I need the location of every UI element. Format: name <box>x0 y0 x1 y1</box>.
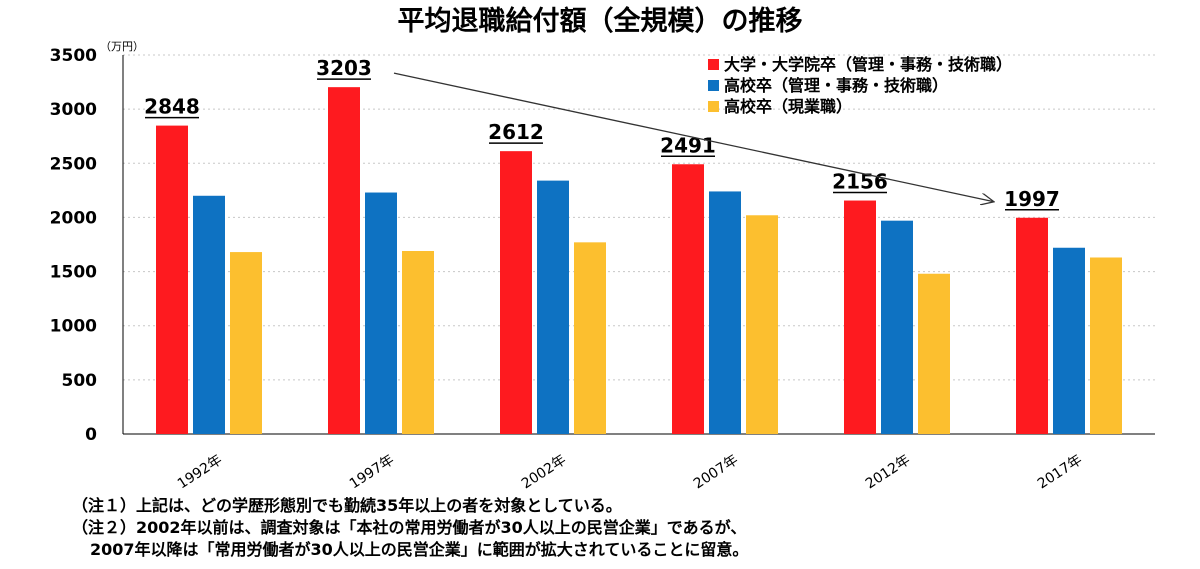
y-tick-label: 3500 <box>50 46 97 66</box>
legend-label: 高校卒（現業職） <box>724 97 852 116</box>
bar <box>156 125 188 434</box>
bar <box>672 164 704 434</box>
bar <box>881 220 913 434</box>
y-tick-label: 500 <box>62 371 98 391</box>
bar <box>574 242 606 434</box>
bars <box>156 87 1122 434</box>
bar <box>193 195 225 434</box>
x-tick-label: 1997年 <box>347 452 397 490</box>
bar <box>844 200 876 434</box>
bar <box>746 215 778 434</box>
y-tick-label: 3000 <box>50 100 97 120</box>
legend-swatch <box>708 101 719 112</box>
bar <box>1016 217 1048 434</box>
y-tick-label: 2000 <box>50 208 97 228</box>
data-label: 2491 <box>660 133 716 157</box>
x-tick-label: 2017年 <box>1035 452 1085 490</box>
bar <box>230 252 262 434</box>
y-tick-label: 1000 <box>50 317 97 337</box>
x-tick-label: 1992年 <box>175 452 225 490</box>
bar <box>918 273 950 434</box>
x-tick-label: 2007年 <box>691 452 741 490</box>
x-axis-ticks: 1992年 1997年 2002年 2007年 2012年 2017年 <box>175 452 1085 490</box>
chart-title: 平均退職給付額（全規模）の推移 <box>398 5 803 37</box>
bar <box>328 87 360 434</box>
bar <box>709 191 741 434</box>
y-tick-label: 0 <box>85 425 97 445</box>
legend-label: 高校卒（管理・事務・技術職） <box>724 76 948 95</box>
y-tick-label: 2500 <box>50 154 97 174</box>
legend-label: 大学・大学院卒（管理・事務・技術職） <box>724 55 1012 74</box>
gridlines <box>123 54 1155 381</box>
bar <box>1090 257 1122 434</box>
bar <box>1053 247 1085 434</box>
data-label: 2612 <box>488 120 544 144</box>
legend-swatch <box>708 80 719 91</box>
data-label: 3203 <box>316 56 372 80</box>
y-axis-ticks: 0 500 1000 1500 2000 2500 3000 3500 <box>50 46 97 445</box>
bar <box>402 250 434 434</box>
legend: 大学・大学院卒（管理・事務・技術職） 高校卒（管理・事務・技術職） 高校卒（現業職） <box>708 55 1012 116</box>
footnotes: （注１）上記は、どの学歴形態別でも勤続35年以上の者を対象としている。 （注２）… <box>72 495 748 561</box>
x-tick-label: 2012年 <box>863 452 913 490</box>
data-label: 1997 <box>1004 187 1060 211</box>
bar <box>365 192 397 434</box>
legend-swatch <box>708 59 719 70</box>
footnote-2-continued: 2007年以降は「常用労働者が30人以上の民営企業」に範囲が拡大されていることに… <box>90 540 749 559</box>
bar <box>500 151 532 434</box>
x-tick-label: 2002年 <box>519 452 569 490</box>
trend-arrow <box>393 72 994 202</box>
footnote-1: （注１）上記は、どの学歴形態別でも勤続35年以上の者を対象としている。 <box>72 496 622 515</box>
bar-chart: 平均退職給付額（全規模）の推移 （万円） 0 500 1000 1500 2000 250… <box>50 5 1155 490</box>
data-label: 2848 <box>144 95 200 119</box>
y-axis-unit: （万円） <box>100 40 144 53</box>
footnote-2: （注２）2002年以前は、調査対象は「本社の常用労働者が30人以上の民営企業」で… <box>72 518 747 537</box>
y-tick-label: 1500 <box>50 263 97 283</box>
bar <box>537 180 569 434</box>
